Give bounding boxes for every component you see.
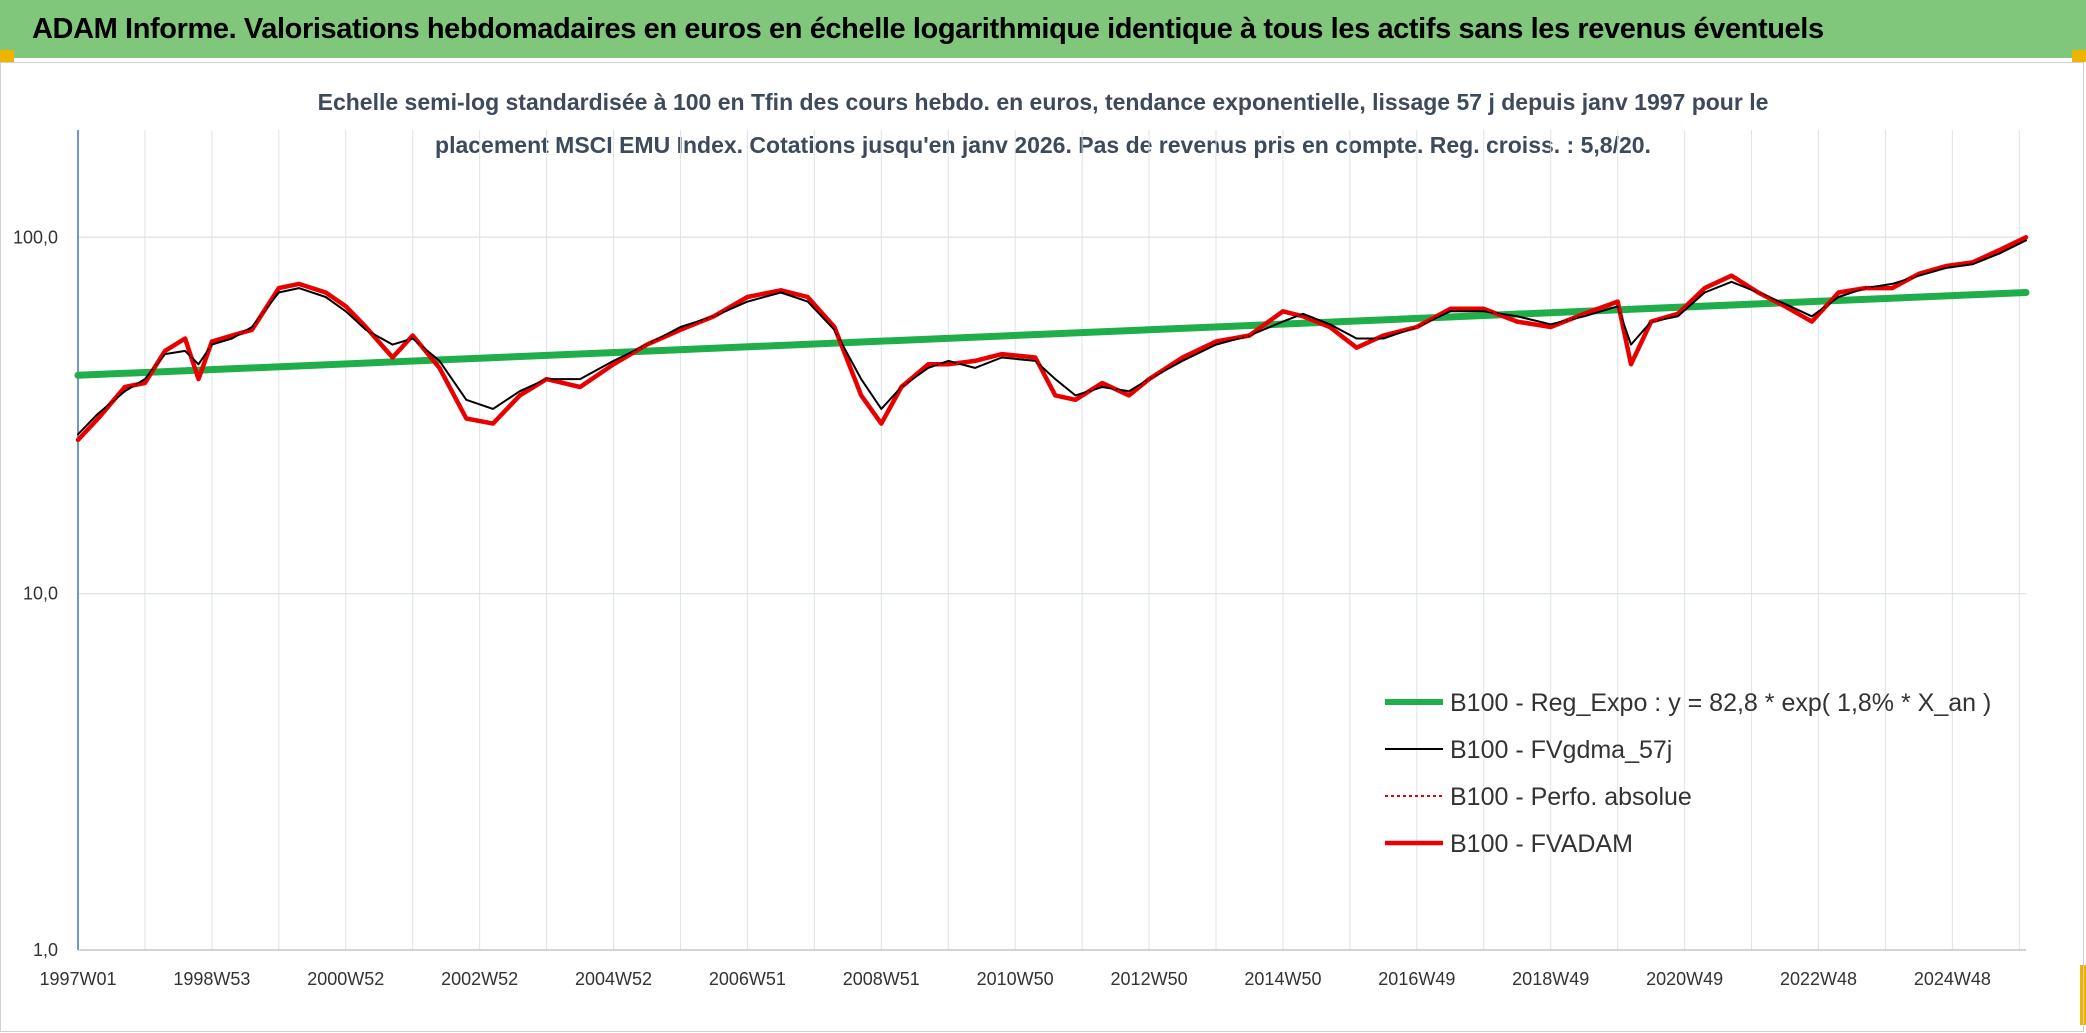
y-tick-label: 1,0: [33, 940, 58, 960]
header-bar: ADAM Informe. Valorisations hebdomadaire…: [0, 0, 2086, 58]
series-line-thick-green: [74, 289, 2030, 379]
x-tick-label: 2004W52: [575, 969, 652, 989]
plot-series: [74, 235, 2030, 443]
x-tick-label: 2014W50: [1244, 969, 1321, 989]
y-tick-label: 10,0: [23, 584, 58, 604]
x-tick-label: 2018W49: [1512, 969, 1589, 989]
x-tick-label: 2008W51: [843, 969, 920, 989]
corner-marker-right: [2072, 50, 2086, 62]
chart-frame: [0, 62, 2084, 1032]
legend: B100 - Reg_Expo : y = 82,8 * exp( 1,8% *…: [1385, 689, 1991, 858]
chart-subtitle-line-1: Echelle semi-log standardisée à 100 en T…: [318, 89, 1769, 115]
grid: [77, 130, 2026, 951]
x-tick-label: 2022W48: [1780, 969, 1857, 989]
y-tick-label: 100,0: [13, 227, 58, 247]
x-tick-label: 2012W50: [1111, 969, 1188, 989]
x-tick-label: 2016W49: [1378, 969, 1455, 989]
x-tick-label: 2024W48: [1914, 969, 1991, 989]
series-line-dotted-red: [77, 236, 2027, 441]
corner-marker-left: [0, 50, 14, 62]
axis-ticks: 1,0 10,0 100,0 1997W01 1998W53 2000W52 2002W52…: [13, 227, 1991, 989]
x-tick-label: 2002W52: [441, 969, 518, 989]
x-tick-label: 1997W01: [39, 969, 116, 989]
x-tick-label: 2000W52: [307, 969, 384, 989]
chart-subtitle-line-2: placement MSCI EMU Index. Cotations jusq…: [435, 132, 1651, 158]
series-line-thin-black: [77, 239, 2027, 436]
legend-label: B100 - Reg_Expo : y = 82,8 * exp( 1,8% *…: [1450, 689, 1991, 717]
header-title: ADAM Informe. Valorisations hebdomadaire…: [32, 12, 1824, 45]
x-tick-label: 1998W53: [173, 969, 250, 989]
x-tick-label: 2020W49: [1646, 969, 1723, 989]
series-line-thick-red: [75, 235, 2029, 443]
legend-label: B100 - FVgdma_57j: [1450, 736, 1672, 764]
x-tick-label: 2010W50: [977, 969, 1054, 989]
legend-label: B100 - FVADAM: [1450, 830, 1633, 858]
legend-label: B100 - Perfo. absolue: [1450, 783, 1692, 811]
x-tick-label: 2006W51: [709, 969, 786, 989]
